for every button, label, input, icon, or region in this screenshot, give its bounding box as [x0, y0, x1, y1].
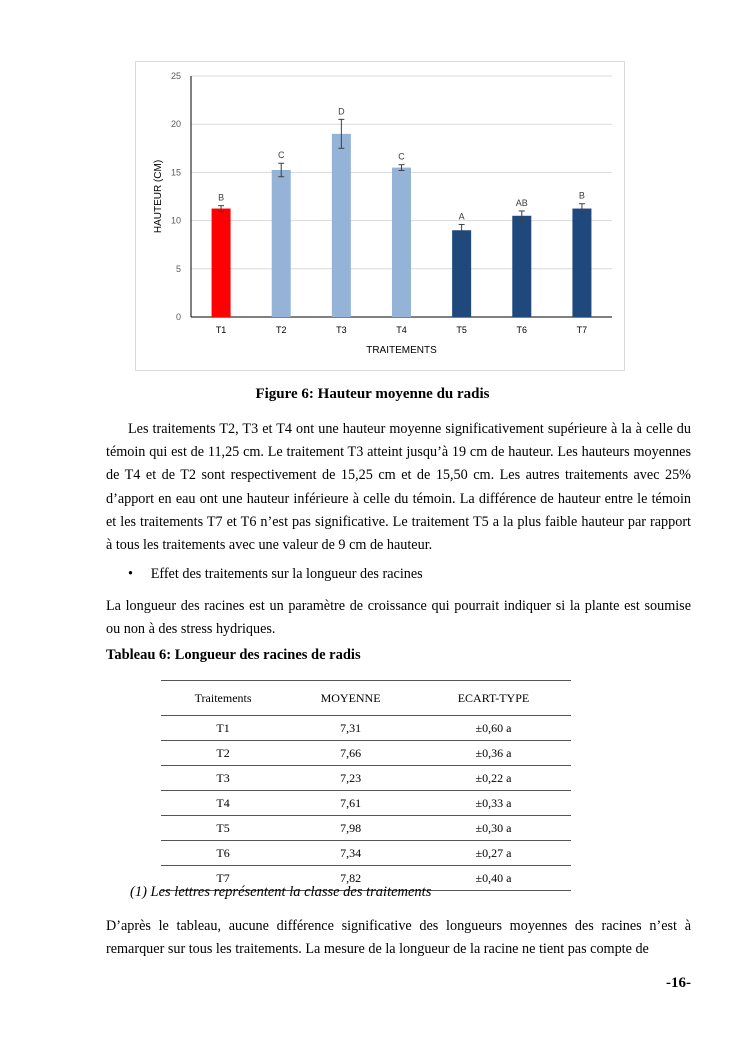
table-row: T5 7,98 ±0,30 a	[161, 815, 571, 841]
bar-T6	[512, 215, 532, 317]
table-cell: 7,23	[285, 765, 416, 791]
significance-letter: C	[398, 152, 405, 162]
bullet-item: • Effet des traitements sur la longueur …	[128, 563, 713, 586]
table-cell: T3	[161, 765, 286, 791]
y-tick-label: 15	[171, 167, 181, 177]
page-number: -16-	[666, 975, 691, 991]
table-cell: 7,31	[285, 715, 416, 741]
table-header-row: Traitements MOYENNE ECART-TYPE	[161, 680, 571, 716]
table-row: T6 7,34 ±0,27 a	[161, 840, 571, 866]
y-axis-title: HAUTEUR (CM)	[153, 160, 164, 233]
table-row: T7 7,82 ±0,40 a	[161, 865, 571, 891]
table-row: T4 7,61 ±0,33 a	[161, 790, 571, 816]
bar-T2	[271, 169, 291, 317]
table-row: T2 7,66 ±0,36 a	[161, 740, 571, 766]
bullet-text: Effet des traitements sur la longueur de…	[150, 566, 423, 582]
bar-T4	[392, 167, 411, 317]
table-caption: Tableau 6: Longueur des racines de radis	[106, 647, 361, 663]
table-cell: 7,82	[285, 865, 416, 891]
table-cell: ±0,27 a	[415, 840, 571, 866]
table-row: T3 7,23 ±0,22 a	[161, 765, 571, 791]
table-note: (1) Les lettres représentent la classe d…	[130, 884, 432, 900]
table-cell: ±0,36 a	[415, 740, 571, 766]
table-cell: ±0,33 a	[415, 790, 571, 816]
significance-letter: D	[338, 106, 345, 116]
table-cell: ±0,60 a	[415, 715, 571, 741]
data-table: Traitements MOYENNE ECART-TYPE T1 7,31 ±0,…	[161, 680, 571, 891]
x-tick-label: T5	[456, 325, 467, 335]
table-cell: ±0,22 a	[415, 765, 571, 791]
column-header: MOYENNE	[285, 680, 416, 716]
paragraph: Les traitements T2, T3 et T4 ont une hau…	[106, 421, 691, 554]
x-tick-label: T7	[577, 325, 588, 335]
table-cell: 7,98	[285, 815, 416, 841]
table-cell: T1	[161, 715, 286, 741]
table-cell: ±0,30 a	[415, 815, 571, 841]
table-cell: T5	[161, 815, 286, 841]
x-tick-label: T1	[216, 325, 227, 335]
y-tick-label: 20	[171, 119, 181, 129]
chart-svg: 0 5 10 15 20 25 B T1 C T2 D T3 C T4 A T5 AB T6 B T7 TRAITEME…	[153, 71, 612, 356]
y-tick-label: 5	[176, 264, 181, 274]
table-cell: 7,34	[285, 840, 416, 866]
x-tick-label: T6	[517, 325, 528, 335]
column-header: ECART-TYPE	[415, 680, 571, 716]
bar-T1	[211, 208, 231, 317]
x-axis-title: TRAITEMENTS	[366, 345, 437, 356]
table-cell: T7	[161, 865, 286, 891]
table-cell: T6	[161, 840, 286, 866]
bar-T7	[572, 208, 592, 317]
significance-letter: B	[218, 193, 224, 203]
x-tick-label: T2	[276, 325, 287, 335]
bar-T3	[331, 133, 351, 317]
table-cell: T4	[161, 790, 286, 816]
x-tick-label: T3	[336, 325, 347, 335]
paragraph: La longueur des racines est un paramètre…	[106, 598, 691, 638]
bar-T5	[452, 230, 472, 317]
table-cell: ±0,40 a	[415, 865, 571, 891]
table-row: T1 7,31 ±0,60 a	[161, 715, 571, 741]
significance-letter: A	[459, 211, 465, 221]
table-cell: 7,61	[285, 790, 416, 816]
figure-caption: Figure 6: Hauteur moyenne du radis	[255, 386, 490, 402]
significance-letter: C	[278, 150, 285, 160]
bar-chart: 0 5 10 15 20 25 B T1 C T2 D T3 C T4 A T5 AB T6 B T7 TRAITEME…	[135, 61, 625, 371]
table-cell: 7,66	[285, 740, 416, 766]
x-tick-label: T4	[396, 325, 407, 335]
y-tick-label: 10	[171, 216, 181, 226]
significance-letter: AB	[516, 198, 528, 208]
paragraph: D’après le tableau, aucune différence si…	[106, 918, 691, 958]
y-tick-label: 25	[171, 71, 181, 81]
significance-letter: B	[579, 191, 585, 201]
table-cell: T2	[161, 740, 286, 766]
y-tick-label: 0	[176, 312, 181, 322]
bullet-icon: •	[128, 566, 133, 582]
column-header: Traitements	[161, 680, 286, 716]
